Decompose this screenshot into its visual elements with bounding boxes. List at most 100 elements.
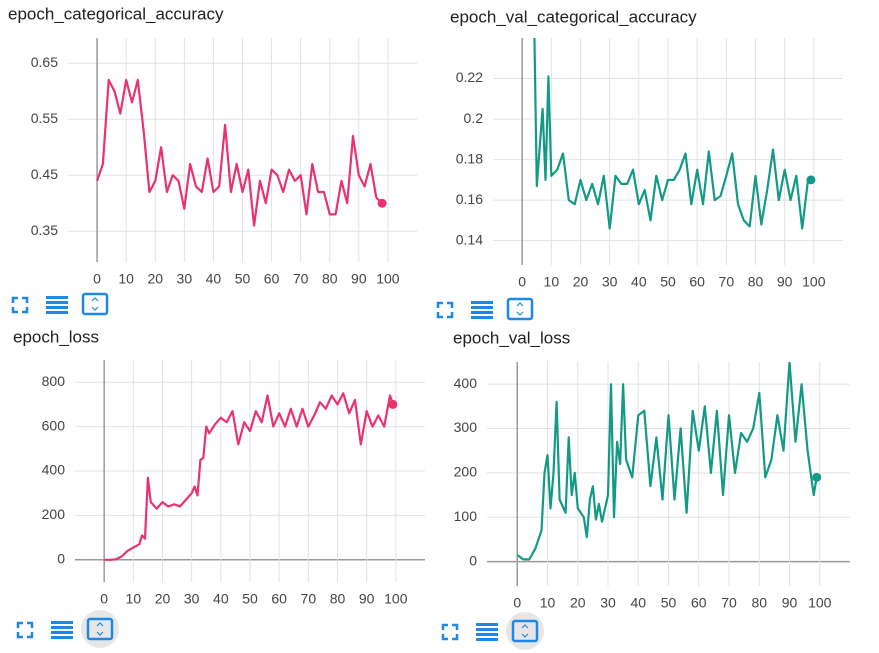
x-tick-label: 100 xyxy=(802,274,826,290)
icon-bg xyxy=(81,610,119,648)
icon-part xyxy=(91,297,99,311)
x-tick-label: 70 xyxy=(293,271,309,287)
x-tick-label: 50 xyxy=(235,271,251,287)
icon-part xyxy=(471,316,493,319)
x-tick-label: 20 xyxy=(570,595,586,611)
x-tick-label: 90 xyxy=(777,274,793,290)
x-tick-label: 40 xyxy=(213,591,229,607)
y-tick-label: 0.16 xyxy=(456,191,483,207)
x-tick-label: 30 xyxy=(177,271,193,287)
icon-part xyxy=(11,307,18,314)
y-tick-label: 400 xyxy=(42,462,66,478)
x-tick-label: 60 xyxy=(271,591,287,607)
x-tick-label: 90 xyxy=(351,271,367,287)
icon-part xyxy=(96,622,104,636)
expand-button[interactable] xyxy=(11,296,29,314)
x-tick-label: 10 xyxy=(126,591,142,607)
x-tick-label: 70 xyxy=(721,595,737,611)
x-tick-label: 0 xyxy=(513,595,521,611)
y-tick-label: 0.65 xyxy=(31,54,58,70)
x-tick-label: 0 xyxy=(93,271,101,287)
x-tick-label: 20 xyxy=(573,274,589,290)
y-tick-label: 0.18 xyxy=(456,150,483,166)
x-tick-label: 50 xyxy=(242,591,258,607)
y-tick-label: 0.2 xyxy=(464,110,484,126)
y-tick-label: 400 xyxy=(454,375,478,391)
icon-part xyxy=(11,296,18,303)
y-tick-label: 300 xyxy=(454,419,478,435)
x-tick-label: 10 xyxy=(544,274,560,290)
expand-button[interactable] xyxy=(436,301,454,319)
fit-domain-button[interactable] xyxy=(81,610,119,648)
x-tick-label: 70 xyxy=(719,274,735,290)
y-tick-label: 200 xyxy=(42,506,66,522)
chart-title: epoch_val_loss xyxy=(453,328,570,347)
chart: epoch_val_categorical_accuracy 0.14 0.16 0.… xyxy=(436,7,843,328)
icon-part xyxy=(476,633,498,636)
y-tick-label: 0 xyxy=(57,551,65,567)
log-scale-button[interactable] xyxy=(476,623,498,641)
chart: epoch_val_loss 0 100 200 300 400 0 10 20 30 40 50 60… xyxy=(441,328,850,650)
icon-part xyxy=(86,617,114,641)
x-tick-label: 40 xyxy=(206,271,222,287)
x-tick-label: 80 xyxy=(751,595,767,611)
y-tick-label: 600 xyxy=(42,417,66,433)
icon-part xyxy=(81,292,109,316)
icon-part xyxy=(452,623,459,630)
y-tick-label: 0.22 xyxy=(456,69,483,85)
icon-part xyxy=(447,312,454,319)
y-tick-label: 800 xyxy=(42,373,66,389)
log-scale-button[interactable] xyxy=(46,296,68,314)
x-tick-label: 90 xyxy=(782,595,798,611)
x-tick-label: 30 xyxy=(600,595,616,611)
last-point xyxy=(388,399,398,409)
x-tick-label: 30 xyxy=(602,274,618,290)
icon-part xyxy=(471,311,493,314)
y-tick-label: 100 xyxy=(454,508,478,524)
icon-part xyxy=(447,301,454,308)
chart: epoch_categorical_accuracy 0.35 0.45 0.55 0.… xyxy=(8,4,417,323)
icon-part xyxy=(441,634,448,641)
last-point xyxy=(806,175,816,185)
icon-part xyxy=(46,311,68,314)
x-tick-label: 50 xyxy=(661,595,677,611)
icon-part xyxy=(51,626,73,629)
series-line xyxy=(96,78,383,227)
expand-button[interactable] xyxy=(441,623,459,641)
series-line xyxy=(516,362,818,561)
x-tick-label: 80 xyxy=(330,591,346,607)
chart-title: epoch_loss xyxy=(13,327,99,346)
icon-part xyxy=(441,623,448,630)
expand-button[interactable] xyxy=(16,621,34,639)
x-tick-label: 50 xyxy=(660,274,676,290)
x-tick-label: 90 xyxy=(359,591,375,607)
icon-part xyxy=(27,621,34,628)
x-tick-label: 60 xyxy=(264,271,280,287)
x-tick-label: 100 xyxy=(384,591,408,607)
x-tick-label: 10 xyxy=(118,271,134,287)
x-tick-label: 0 xyxy=(518,274,526,290)
fit-domain-button[interactable] xyxy=(76,285,114,323)
fit-domain-button[interactable] xyxy=(506,612,544,650)
icon-part xyxy=(436,312,443,319)
icon-part xyxy=(27,632,34,639)
icon-part xyxy=(506,297,534,321)
icon-part xyxy=(22,307,29,314)
icon-part xyxy=(471,301,493,304)
log-scale-button[interactable] xyxy=(471,301,493,319)
x-tick-label: 20 xyxy=(155,591,171,607)
y-tick-label: 0.14 xyxy=(456,231,483,247)
y-tick-label: 0 xyxy=(469,552,477,568)
log-scale-button[interactable] xyxy=(51,621,73,639)
x-tick-label: 80 xyxy=(322,271,338,287)
y-tick-label: 0.55 xyxy=(31,110,58,126)
last-point xyxy=(812,472,822,482)
x-tick-label: 0 xyxy=(100,591,108,607)
icon-part xyxy=(51,631,73,634)
fit-domain-button[interactable] xyxy=(501,290,539,328)
icon-part xyxy=(46,306,68,309)
icon-part xyxy=(16,621,23,628)
icon-part xyxy=(46,296,68,299)
x-tick-label: 40 xyxy=(630,595,646,611)
